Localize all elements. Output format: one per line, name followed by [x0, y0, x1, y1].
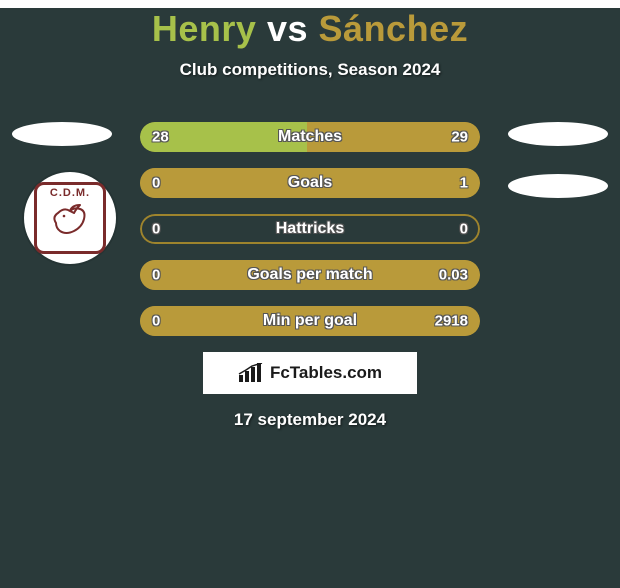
- bar-fill-right: [307, 122, 480, 152]
- title-vs: vs: [267, 8, 308, 49]
- stat-row: 2829Matches: [140, 122, 480, 152]
- stat-row: 00.03Goals per match: [140, 260, 480, 290]
- title-player-right: Sánchez: [319, 8, 469, 49]
- brand-box: FcTables.com: [203, 352, 417, 394]
- bar-chart-icon: [238, 363, 264, 383]
- page-title: Henry vs Sánchez: [0, 8, 620, 50]
- club-badge-text: C.D.M.: [50, 187, 90, 199]
- dove-icon: [50, 201, 90, 237]
- club-badge: C.D.M.: [24, 172, 116, 264]
- stat-row: 02918Min per goal: [140, 306, 480, 336]
- bar-outline: [140, 214, 480, 244]
- brand-text: FcTables.com: [270, 363, 382, 383]
- stat-row: 01Goals: [140, 168, 480, 198]
- bar-fill-right: [140, 168, 480, 198]
- subtitle: Club competitions, Season 2024: [0, 60, 620, 80]
- bar-fill-left: [140, 122, 307, 152]
- infographic-root: Henry vs Sánchez Club competitions, Seas…: [0, 8, 620, 588]
- club-badge-inner: C.D.M.: [34, 182, 106, 254]
- title-player-left: Henry: [152, 8, 257, 49]
- decor-ellipse-right-1: [508, 122, 608, 146]
- comparison-bars: 2829Matches 01Goals 00Hattricks 00.03Goals …: [140, 122, 480, 336]
- stats-area: C.D.M. 2829Matches 01Goals 00Hattricks 00.0…: [0, 122, 620, 336]
- date-text: 17 september 2024: [0, 410, 620, 430]
- bar-fill-right: [140, 306, 480, 336]
- bar-fill-right: [140, 260, 480, 290]
- decor-ellipse-right-2: [508, 174, 608, 198]
- stat-row: 00Hattricks: [140, 214, 480, 244]
- decor-ellipse-left: [12, 122, 112, 146]
